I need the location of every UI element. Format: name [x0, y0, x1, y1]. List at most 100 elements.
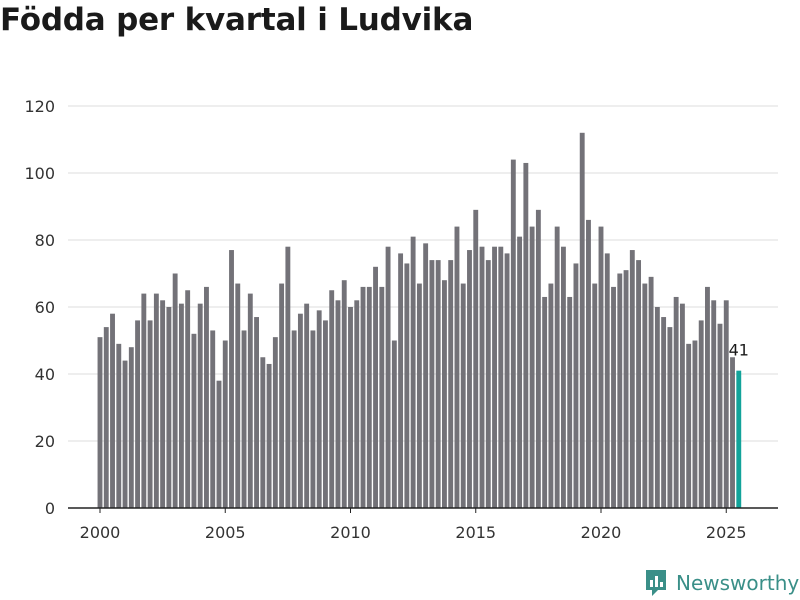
bar — [442, 280, 447, 508]
bar — [110, 313, 115, 508]
bar — [210, 330, 216, 508]
bar — [116, 343, 122, 508]
bar — [385, 246, 391, 508]
bar — [529, 226, 535, 508]
data-labels: 41 — [729, 341, 749, 360]
bar — [723, 300, 729, 508]
bar — [598, 226, 604, 508]
bar — [197, 303, 203, 508]
bar — [235, 283, 241, 508]
bar — [592, 283, 598, 508]
bar — [379, 286, 385, 508]
bar — [473, 209, 479, 508]
bar — [391, 340, 397, 508]
bar — [573, 263, 579, 508]
x-tick-label: 2020 — [581, 523, 622, 542]
bar — [323, 320, 328, 508]
x-tick-label: 2015 — [455, 523, 496, 542]
brand-logo[interactable]: Newsworthy — [644, 568, 799, 598]
bar — [260, 357, 266, 508]
bar — [730, 357, 735, 508]
bar — [348, 307, 353, 508]
bar — [178, 303, 184, 508]
bar — [222, 340, 228, 508]
bar — [617, 273, 623, 508]
bar — [535, 209, 541, 508]
bar — [586, 219, 591, 508]
bar — [504, 253, 510, 508]
bar — [611, 286, 616, 508]
bar — [128, 347, 134, 508]
bar — [172, 273, 178, 508]
bar — [160, 300, 166, 508]
bar — [141, 293, 147, 508]
bar — [435, 260, 441, 508]
bar — [679, 303, 685, 508]
bar — [254, 317, 259, 508]
x-tick-label: 2010 — [330, 523, 371, 542]
bar — [329, 290, 335, 508]
x-tick-label: 2005 — [205, 523, 246, 542]
brand-name: Newsworthy — [676, 571, 800, 595]
x-tick-label: 2000 — [80, 523, 121, 542]
chart-title: Födda per kvartal i Ludvika — [0, 2, 474, 38]
bar — [285, 246, 291, 508]
bar — [366, 286, 372, 508]
bar — [103, 327, 109, 508]
bar — [711, 300, 717, 508]
bar — [448, 260, 454, 508]
bar — [191, 333, 197, 508]
bar — [648, 276, 654, 508]
bar — [498, 246, 504, 508]
bar — [360, 286, 366, 508]
bar — [692, 340, 698, 508]
bar — [354, 300, 360, 508]
bar — [429, 260, 435, 508]
bar — [122, 360, 128, 508]
y-axis-ticks: 0 20 40 60 80 100 120 — [24, 97, 55, 518]
y-tick-label: 120 — [24, 97, 55, 116]
bar — [705, 286, 710, 508]
bar — [291, 330, 297, 508]
bar — [247, 293, 253, 508]
bar — [416, 283, 422, 508]
bar — [636, 260, 642, 508]
bar — [698, 320, 704, 508]
bar — [542, 296, 548, 508]
bar — [579, 132, 585, 509]
bar — [166, 307, 172, 508]
bar — [410, 236, 416, 508]
bar — [373, 266, 378, 508]
bar — [423, 243, 429, 508]
bar-highlighted — [736, 370, 742, 508]
x-axis-ticks: 2000 2005 2010 2015 2020 2025 — [80, 508, 747, 542]
bar — [404, 263, 410, 508]
bar — [398, 253, 404, 508]
bar — [97, 337, 103, 508]
bar — [297, 313, 303, 508]
bar — [642, 283, 648, 508]
y-tick-label: 40 — [35, 365, 55, 384]
bars — [97, 132, 742, 509]
y-tick-label: 100 — [24, 164, 55, 183]
bar — [279, 283, 285, 508]
bar — [135, 320, 141, 508]
bar — [316, 310, 322, 508]
bar — [667, 327, 673, 508]
y-tick-label: 20 — [35, 432, 55, 451]
bar — [272, 337, 278, 508]
bar — [460, 283, 466, 508]
bar — [554, 226, 560, 508]
bar — [523, 162, 529, 508]
bar — [492, 246, 497, 508]
bar — [510, 159, 516, 508]
bar — [654, 307, 660, 508]
bar — [266, 363, 272, 508]
bar — [147, 320, 153, 508]
bar — [467, 250, 472, 509]
bar — [560, 246, 566, 508]
y-tick-label: 60 — [35, 298, 55, 317]
bar — [567, 296, 573, 508]
bar — [517, 236, 523, 508]
